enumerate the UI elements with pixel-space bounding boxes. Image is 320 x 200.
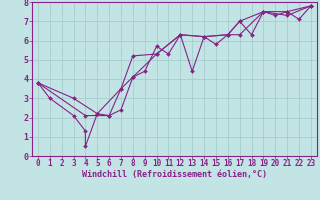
X-axis label: Windchill (Refroidissement éolien,°C): Windchill (Refroidissement éolien,°C) [82,170,267,179]
